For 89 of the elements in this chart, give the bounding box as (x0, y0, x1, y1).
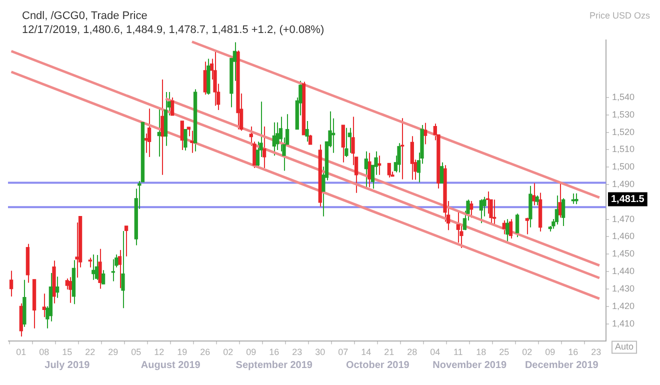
candlestick (492, 199, 496, 226)
x-tick-label: 29 (108, 347, 118, 358)
x-tick-label: 05 (131, 347, 142, 358)
x-tick-label: 26 (200, 347, 210, 358)
candlestick (397, 142, 401, 173)
x-tick-label: 02 (223, 347, 234, 358)
candlestick (308, 134, 312, 145)
candlestick (561, 198, 566, 226)
candlestick (368, 152, 372, 188)
x-tick-label: 09 (246, 347, 256, 358)
y-tick-label: 1,530 (612, 109, 635, 120)
y-tick-label: 1,460 (612, 231, 635, 242)
candlestick (160, 79, 164, 176)
x-tick-label: 21 (384, 347, 394, 358)
x-tick-label: 11 (453, 347, 463, 358)
candlestick (124, 225, 128, 257)
y-tick-label: 1,420 (612, 300, 635, 311)
candlestick (184, 128, 188, 152)
text: July 2019 (44, 360, 90, 371)
y-tick-label: 1,520 (612, 126, 635, 137)
text: 1,481.5 (611, 194, 645, 206)
text: November 2019 (432, 360, 508, 371)
candlestick (68, 276, 72, 304)
y-tick-label: 1,500 (612, 162, 635, 172)
y-tick-label: 1,410 (612, 318, 635, 328)
x-tick-label: 25 (499, 347, 510, 358)
candlestick (574, 192, 578, 205)
text: Auto (615, 342, 634, 352)
chart-title: Cndl, /GCG0, Trade Price (22, 10, 148, 22)
y-tick-label: 1,470 (612, 214, 635, 224)
text: December 2019 (524, 360, 599, 371)
candlestick (88, 257, 92, 268)
candlestick (55, 276, 60, 298)
x-tick-label: 23 (292, 347, 302, 358)
chart-subtitle: 12/17/2019, 1,480.6, 1,484.9, 1,478.7, 1,481.5 +1.2, (+0.08%) (22, 24, 324, 36)
candlestick (344, 127, 348, 158)
x-tick-label: 18 (476, 347, 486, 358)
y-axis-title: Price USD Ozs (589, 10, 650, 20)
y-tick-label: 1,430 (612, 283, 635, 294)
candlestick (305, 120, 309, 142)
candlestick (440, 162, 444, 184)
y-tick-label: 1,450 (612, 248, 635, 259)
x-tick-label: 16 (269, 347, 280, 358)
candlestick (213, 51, 217, 106)
y-tick-label: 1,540 (612, 92, 635, 102)
x-tick-label: 16 (568, 347, 578, 358)
x-tick-label: 02 (522, 347, 532, 358)
x-tick-label: 12 (154, 347, 164, 358)
candlestick (101, 270, 106, 285)
candlestick (147, 108, 152, 158)
x-tick-label: 07 (338, 347, 348, 358)
text: October 2019 (346, 360, 410, 371)
candlestick (506, 218, 510, 242)
candlestick (364, 150, 368, 188)
x-tick-label: 01 (16, 347, 26, 358)
y-tick-label: 1,510 (612, 144, 635, 154)
candlestick (157, 107, 161, 158)
candlestick (262, 126, 266, 168)
x-tick-label: 23 (591, 347, 602, 358)
x-tick-label: 15 (62, 347, 72, 358)
x-tick-label: 19 (177, 347, 188, 358)
candlestick (348, 127, 352, 154)
text: August 2019 (140, 360, 201, 371)
x-tick-label: 09 (545, 347, 556, 358)
candlestick (111, 258, 115, 282)
candlestick (341, 124, 345, 163)
candlestick (558, 181, 562, 218)
candlestick (9, 270, 14, 297)
candlestick (535, 194, 539, 206)
candlestick (410, 136, 414, 180)
candlestick (190, 130, 194, 154)
candlestick (98, 248, 102, 290)
x-tick-label: 04 (430, 347, 440, 358)
candlestick (525, 217, 529, 235)
x-tick-label: 08 (39, 347, 50, 358)
x-tick-label: 28 (407, 347, 418, 358)
candlestick (121, 230, 125, 309)
candlestick (186, 126, 191, 137)
candlestick (42, 293, 46, 318)
candlestick (554, 194, 559, 226)
y-tick-label: 1,440 (612, 266, 635, 276)
y-tick-label: 1,490 (612, 178, 635, 189)
candlestick (515, 213, 520, 238)
x-tick-label: 14 (361, 347, 372, 358)
x-tick-label: 22 (85, 347, 96, 358)
candlestick (94, 254, 99, 280)
text: September 2019 (236, 360, 313, 371)
x-tick-label: 30 (315, 347, 326, 358)
candlestick (387, 162, 391, 178)
